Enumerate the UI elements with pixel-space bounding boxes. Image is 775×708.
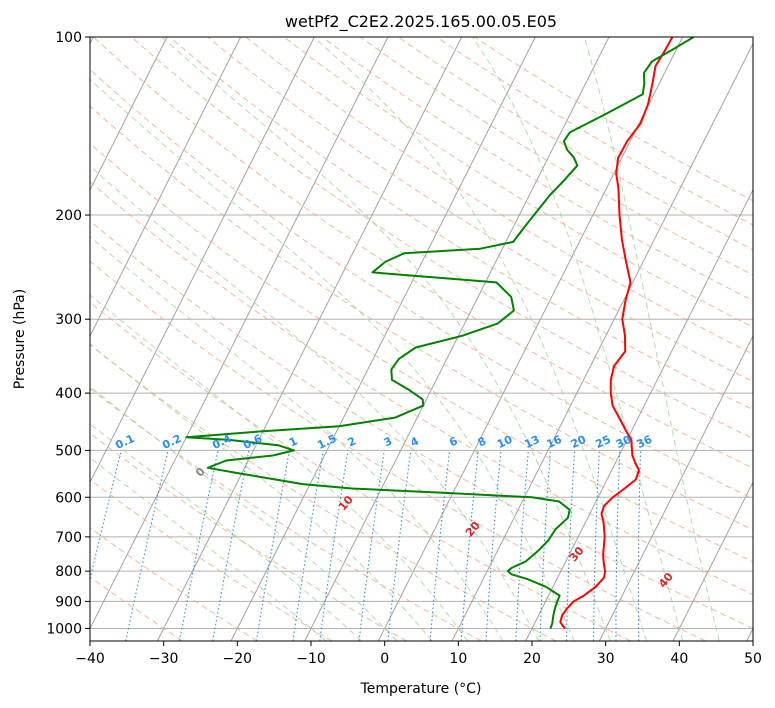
isotherm-line bbox=[451, 42, 753, 641]
x-tick-label: −30 bbox=[149, 651, 179, 667]
mixing-ratio-line bbox=[358, 450, 385, 641]
moist-adiabat-line bbox=[90, 457, 327, 641]
mixing-ratio-label: 13 bbox=[522, 433, 541, 451]
y-tick-label: 400 bbox=[55, 386, 82, 402]
isotherm-line bbox=[525, 188, 753, 641]
dry-adiabat-line bbox=[90, 220, 753, 630]
y-tick-label: 100 bbox=[55, 30, 82, 46]
isotherm-line bbox=[377, 37, 684, 641]
dry-adiabat-line bbox=[90, 142, 753, 563]
mixing-ratio-line bbox=[292, 450, 324, 641]
moist-adiabat-line bbox=[472, 37, 684, 641]
dry-adiabat-line bbox=[90, 479, 333, 641]
mixing-ratio-label: 36 bbox=[635, 433, 655, 451]
dewpoint-profile-line bbox=[185, 37, 695, 629]
dry-adiabat-line bbox=[90, 105, 753, 531]
isotherm-line bbox=[90, 37, 242, 338]
moist-adiabat-line bbox=[313, 37, 648, 641]
dry-adiabat-line bbox=[207, 37, 753, 383]
y-axis: 100 200 300 400 500 600 700 800 900 1000 bbox=[46, 30, 90, 637]
mixing-ratio-line bbox=[319, 450, 349, 641]
isotherm-line bbox=[598, 335, 753, 641]
y-tick-label: 200 bbox=[55, 208, 82, 224]
mixing-ratio-line bbox=[255, 450, 291, 641]
dry-adiabats bbox=[90, 37, 753, 641]
mixing-ratio-label: 16 bbox=[545, 433, 565, 451]
x-tick-label: 0 bbox=[380, 651, 389, 667]
dry-adiabat-line bbox=[245, 37, 753, 355]
isotherm-line bbox=[90, 37, 389, 630]
x-axis: −40 −30 −20 −10 0 10 20 30 40 50 bbox=[75, 641, 762, 667]
moist-adiabat-line bbox=[90, 236, 504, 641]
x-tick-label: −20 bbox=[223, 651, 253, 667]
mixing-ratio-line bbox=[387, 450, 412, 641]
moist-adiabats bbox=[90, 37, 720, 641]
dry-adiabat-line bbox=[90, 301, 631, 641]
y-tick-label: 700 bbox=[55, 530, 82, 546]
y-tick-label: 300 bbox=[55, 312, 82, 328]
isotherm-line bbox=[672, 481, 753, 641]
moist-adiabat-line bbox=[90, 78, 575, 641]
chart-title: wetPf2_C2E2.2025.165.00.05.E05 bbox=[285, 12, 557, 32]
moist-adiabat-line bbox=[90, 294, 468, 641]
mixing-ratio-label: 30 bbox=[614, 433, 634, 451]
plot-frame bbox=[89, 36, 754, 642]
y-axis-label: Pressure (hPa) bbox=[12, 289, 28, 389]
mixing-ratio-label: 10 bbox=[495, 433, 515, 451]
profile-series bbox=[185, 37, 695, 630]
moist-adiabat-line bbox=[90, 165, 540, 641]
isotherm-line bbox=[156, 37, 463, 641]
mixing-ratio-line bbox=[90, 450, 122, 582]
x-tick-label: 40 bbox=[670, 651, 688, 667]
moist-adiabat-line bbox=[161, 37, 611, 641]
isotherm-line bbox=[90, 37, 168, 191]
moist-adiabat-line bbox=[583, 37, 720, 641]
plot-area bbox=[90, 37, 753, 641]
x-tick-label: 30 bbox=[597, 651, 615, 667]
x-tick-label: −10 bbox=[296, 651, 326, 667]
mixing-ratio-label: 25 bbox=[593, 433, 612, 451]
pressure-grid bbox=[90, 37, 753, 629]
dry-adiabat-line bbox=[92, 37, 753, 469]
y-tick-label: 1000 bbox=[46, 621, 82, 637]
dry-adiabat-line bbox=[90, 344, 557, 641]
moist-adiabat-line bbox=[90, 423, 362, 641]
isotherm-lines bbox=[90, 37, 753, 641]
y-tick-label: 800 bbox=[55, 564, 82, 580]
dry-adiabat-line bbox=[90, 181, 753, 596]
y-tick-label: 600 bbox=[55, 490, 82, 506]
y-tick-label: 900 bbox=[55, 594, 82, 610]
dry-adiabat-line bbox=[90, 68, 753, 500]
y-tick-label: 500 bbox=[55, 443, 82, 459]
x-tick-label: 50 bbox=[744, 651, 762, 667]
moist-adiabat-line bbox=[90, 343, 433, 641]
isotherm-line bbox=[230, 37, 536, 641]
x-axis-label: Temperature (°C) bbox=[360, 681, 482, 697]
dry-adiabat-line bbox=[90, 432, 407, 641]
temperature-profile-line bbox=[559, 37, 674, 630]
x-tick-label: 20 bbox=[523, 651, 541, 667]
mixing-ratio-label: 20 bbox=[569, 433, 589, 451]
isotherm-line bbox=[90, 37, 315, 484]
dry-adiabat-line bbox=[90, 260, 706, 641]
dry-adiabat-line bbox=[90, 576, 183, 641]
x-tick-label: 10 bbox=[449, 651, 467, 667]
x-tick-label: −40 bbox=[75, 651, 105, 667]
